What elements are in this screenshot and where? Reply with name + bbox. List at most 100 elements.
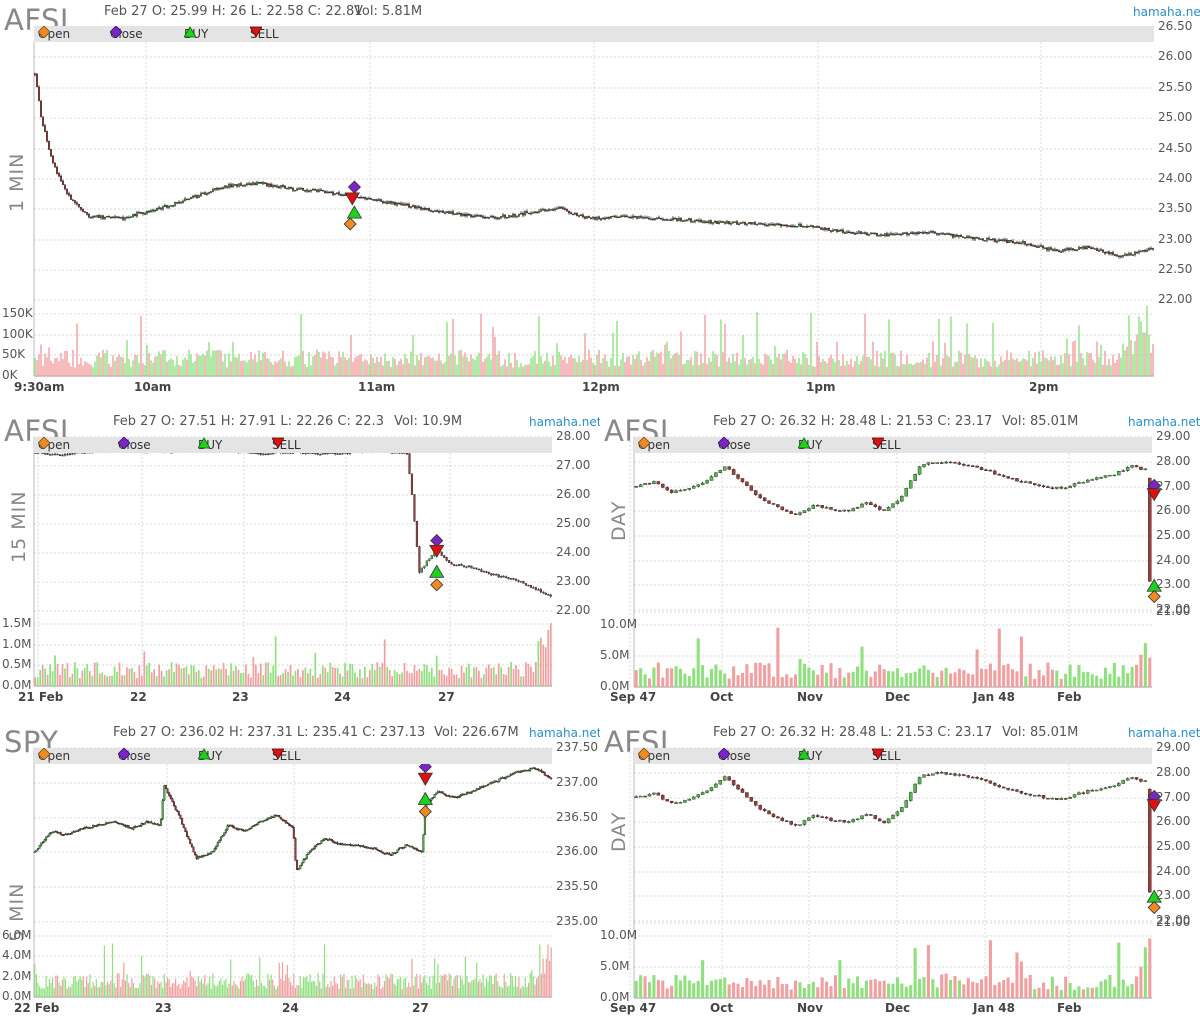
volume-bar — [327, 984, 329, 997]
volume-bar — [547, 944, 549, 997]
candle-down — [820, 816, 824, 818]
site-link[interactable]: hamaha.net — [1133, 5, 1200, 19]
site-link[interactable]: hamaha.net — [529, 726, 602, 740]
volume-bar — [468, 361, 470, 376]
volume-bar — [448, 973, 450, 997]
candle-down — [75, 202, 78, 205]
volume-bar — [982, 366, 984, 376]
volume-bar — [369, 984, 371, 997]
candle-down — [420, 850, 423, 853]
volume-bar — [320, 357, 322, 376]
volume-bar — [238, 988, 240, 997]
candle-up — [811, 815, 816, 819]
volume-bar — [41, 664, 44, 686]
candle-up — [258, 821, 261, 823]
volume-bar — [666, 341, 668, 376]
candle-down — [542, 591, 545, 594]
candle-down — [169, 795, 172, 799]
candle-up — [702, 221, 705, 223]
candle-up — [922, 774, 926, 778]
volume-bar — [68, 362, 70, 376]
volume-bar — [513, 986, 515, 997]
volume-bar — [226, 367, 228, 376]
volume-bar — [582, 359, 584, 376]
site-link[interactable]: hamaha.net — [1128, 726, 1200, 740]
candle-down — [98, 824, 101, 826]
volume-bar — [810, 312, 812, 376]
volume-bar — [745, 977, 749, 998]
volume-bar — [948, 356, 950, 376]
candle-up — [218, 839, 221, 843]
candle-down — [380, 199, 383, 202]
candle-down — [58, 173, 61, 177]
site-link[interactable]: hamaha.net — [529, 415, 602, 429]
site-link[interactable]: hamaha.net — [1128, 415, 1200, 429]
candle-down — [490, 573, 493, 576]
grid — [34, 436, 552, 687]
volume-bar — [276, 362, 278, 376]
volume-bar — [484, 358, 486, 376]
candle-down — [171, 798, 174, 803]
candle-up — [90, 827, 93, 829]
x-tick-label: 2pm — [1029, 380, 1059, 394]
x-tick-label: Feb — [1057, 1001, 1082, 1015]
volume-bar — [1150, 352, 1152, 376]
candle-up — [1014, 242, 1017, 244]
volume-bar — [149, 975, 151, 997]
candle-up — [683, 489, 687, 491]
volume-bar — [372, 989, 374, 997]
volume-bar — [1080, 353, 1082, 376]
volume-bar — [512, 367, 514, 376]
candle-up — [534, 211, 537, 214]
candle-down — [326, 839, 329, 841]
candle-down — [993, 470, 997, 475]
volume-bar — [121, 979, 123, 997]
candle-down — [1037, 795, 1041, 797]
candle-down — [860, 231, 863, 234]
candle-down — [357, 844, 360, 847]
candle-down — [700, 219, 703, 222]
candle-up — [221, 835, 224, 838]
volume-bar — [116, 356, 118, 376]
candle-up — [48, 833, 51, 837]
volume-bar — [748, 359, 750, 376]
candle-up — [34, 73, 37, 76]
candle-up — [686, 219, 689, 222]
volume-bar — [64, 668, 66, 686]
candle-down — [626, 215, 629, 218]
candle-down — [239, 183, 242, 186]
volume-bar — [643, 976, 647, 998]
candle-down — [545, 774, 548, 777]
candle-up — [485, 785, 488, 787]
candle-up — [187, 198, 190, 201]
candle-down — [975, 465, 979, 468]
volume-bar — [469, 982, 471, 997]
candle-down — [97, 215, 100, 218]
volume-bar — [746, 364, 748, 376]
candle-down — [219, 187, 222, 190]
volume-bar — [244, 360, 246, 376]
candle-up — [394, 852, 397, 854]
volume-bar — [882, 669, 886, 687]
candle-down — [278, 815, 281, 818]
volume-bar — [1081, 672, 1085, 687]
candle-down — [789, 511, 793, 514]
volume-bar — [145, 665, 148, 686]
candle-down — [1113, 254, 1116, 256]
candle-down — [1018, 242, 1021, 244]
volume-bar — [1090, 352, 1092, 376]
volume-bar — [918, 362, 920, 376]
volume-bar — [243, 980, 245, 997]
volume-bar — [442, 975, 444, 997]
volume-bar — [1122, 343, 1124, 376]
volume-bar — [869, 676, 873, 687]
candle-down — [87, 827, 90, 829]
volume-bar — [173, 983, 175, 997]
candle-down — [276, 185, 279, 188]
volume-bar — [113, 666, 116, 686]
volume-bar — [804, 354, 806, 376]
volume-bar — [300, 314, 302, 376]
volume-bar — [896, 365, 898, 376]
volume-bar — [411, 673, 413, 686]
candle-down — [440, 551, 443, 556]
